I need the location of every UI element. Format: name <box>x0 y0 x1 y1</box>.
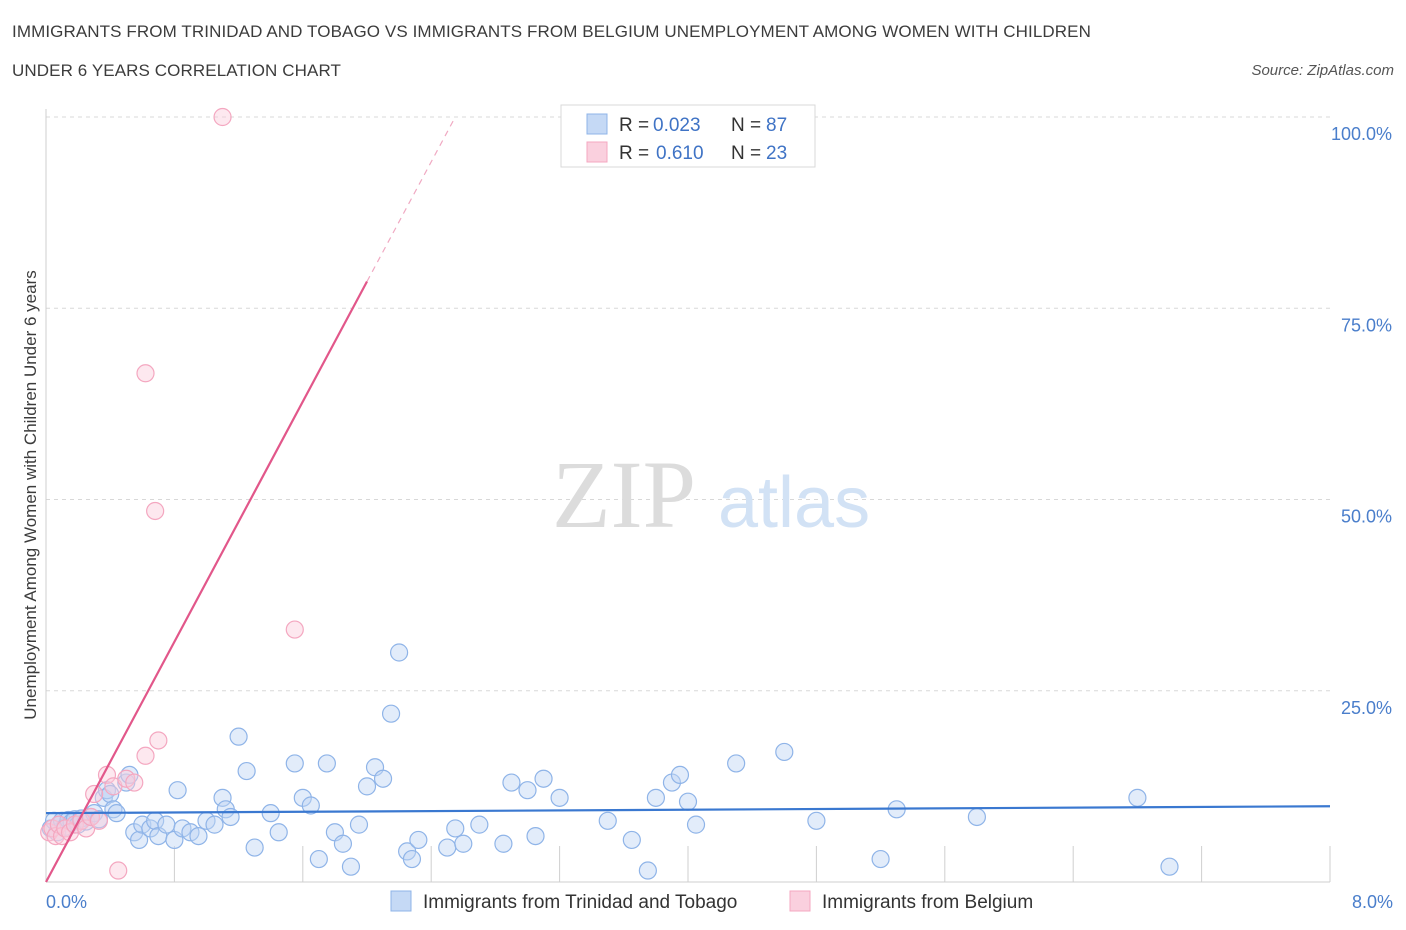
trinidad-point <box>502 773 521 792</box>
watermark-atlas: atlas <box>718 463 870 543</box>
belgium-point <box>125 773 144 792</box>
y-tick-label: 50.0% <box>1341 507 1392 527</box>
trinidad-point <box>678 792 698 811</box>
trinidad-point <box>205 815 224 834</box>
belgium-point <box>149 731 168 750</box>
trinidad-point <box>221 807 240 827</box>
trinidad-point <box>390 643 409 662</box>
trinidad-point <box>1128 788 1147 807</box>
trinidad-point <box>269 823 288 842</box>
trinidad-point <box>967 807 987 827</box>
trinidad-point <box>446 819 465 838</box>
trinidad-point <box>285 754 304 773</box>
trinidad-point <box>686 815 706 834</box>
legend-r-value-belgium: 0.610 <box>656 143 704 164</box>
source-label: Source: ZipAtlas.com <box>1251 62 1394 79</box>
axes <box>45 109 1331 883</box>
trinidad-trend-line <box>45 805 1331 815</box>
trinidad-point <box>189 826 208 846</box>
bottom-legend-label-trinidad: Immigrants from Trinidad and Tobago <box>423 892 737 913</box>
trinidad-point <box>168 781 187 800</box>
belgium-point <box>146 501 165 521</box>
trinidad-point <box>157 815 176 834</box>
trinidad-point <box>438 838 457 857</box>
series-trinidad-points <box>41 643 1179 880</box>
legend-n-label-trinidad: N = <box>731 115 761 136</box>
trinidad-point <box>129 830 149 850</box>
trinidad-point <box>727 754 746 773</box>
chart-title: IMMIGRANTS FROM TRINIDAD AND TOBAGO VS I… <box>12 22 1091 41</box>
belgium-trend-line <box>45 280 368 883</box>
legend-swatch-trinidad <box>586 113 608 135</box>
belgium-trend-extension <box>366 116 456 282</box>
belgium-point <box>285 620 304 639</box>
trinidad-point <box>638 861 657 880</box>
trinidad-point <box>518 781 537 800</box>
y-tick-label: 75.0% <box>1341 315 1392 335</box>
bottom-legend-swatch-trinidad <box>390 890 412 912</box>
belgium-point <box>213 107 232 127</box>
legend-swatch-belgium <box>586 141 608 163</box>
legend-r-label-belgium: R = <box>619 143 649 164</box>
belgium-point <box>136 364 155 383</box>
y-tick-labels: 100.0% 75.0% 50.0% 25.0% <box>1331 124 1392 718</box>
belgium-point <box>89 811 109 830</box>
trinidad-point <box>309 849 328 869</box>
bottom-legend-label-belgium: Immigrants from Belgium <box>822 892 1033 913</box>
stats-legend: R = 0.023 N = 87 R = 0.610 N = 23 <box>560 104 816 168</box>
trinidad-point <box>807 811 826 830</box>
belgium-point <box>109 861 128 880</box>
chart-subtitle: UNDER 6 YEARS CORRELATION CHART <box>12 61 341 80</box>
trinidad-point <box>1160 857 1179 876</box>
trinidad-point <box>494 834 513 853</box>
trinidad-point <box>237 761 256 781</box>
series-legend: Immigrants from Trinidad and Tobago Immi… <box>390 890 1033 913</box>
legend-n-label-belgium: N = <box>731 143 761 164</box>
trinidad-point <box>245 838 264 857</box>
trinidad-point <box>381 704 401 723</box>
x-tick-labels: 0.0% 8.0% <box>46 892 1393 912</box>
trinidad-point <box>229 727 248 746</box>
x-tick-label: 8.0% <box>1352 892 1393 912</box>
trend-lines <box>45 116 1331 883</box>
trinidad-point <box>622 830 641 850</box>
trinidad-point <box>775 742 794 762</box>
x-tick-label: 0.0% <box>46 892 87 912</box>
legend-r-value-trinidad: 0.023 <box>653 115 701 136</box>
legend-n-value-trinidad: 87 <box>766 115 787 136</box>
trinidad-point <box>402 849 422 869</box>
y-tick-label: 100.0% <box>1331 124 1392 144</box>
trinidad-point <box>526 826 545 846</box>
belgium-point <box>46 826 65 846</box>
watermark: ZIP atlas <box>552 441 870 548</box>
legend-n-value-belgium: 23 <box>766 143 787 164</box>
trinidad-point <box>373 769 393 788</box>
trinidad-point <box>871 849 890 869</box>
trinidad-point <box>598 811 617 830</box>
trinidad-point <box>301 796 320 815</box>
y-axis-label: Unemployment Among Women with Children U… <box>21 270 40 719</box>
grid-lines <box>46 116 1330 692</box>
trinidad-point <box>670 765 690 785</box>
legend-r-label-trinidad: R = <box>619 115 649 136</box>
trinidad-point <box>333 834 353 853</box>
trinidad-point <box>317 754 336 773</box>
trinidad-point <box>341 857 361 876</box>
trinidad-point <box>261 804 280 823</box>
trinidad-point <box>550 788 569 807</box>
bottom-legend-swatch-belgium <box>789 890 811 912</box>
trinidad-point <box>454 834 473 853</box>
trinidad-point <box>534 769 553 788</box>
trinidad-point <box>349 815 369 834</box>
trinidad-point <box>646 788 666 807</box>
watermark-zip: ZIP <box>552 441 696 548</box>
trinidad-point <box>357 777 377 796</box>
series-belgium-points <box>40 107 304 880</box>
trinidad-point <box>213 788 232 807</box>
belgium-point <box>136 746 155 765</box>
y-tick-label: 25.0% <box>1341 698 1392 718</box>
trinidad-point <box>409 830 428 850</box>
trinidad-point <box>470 815 489 834</box>
